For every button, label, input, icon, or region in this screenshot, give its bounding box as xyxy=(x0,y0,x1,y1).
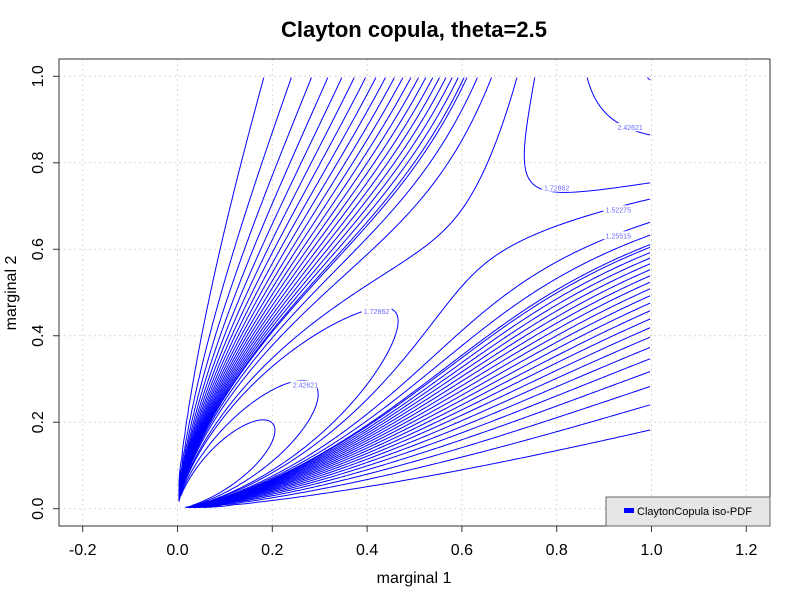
y-axis: 0.0 0.2 0.4 0.6 0.8 1.0 xyxy=(30,65,59,520)
contour-level-label: 1.72862 xyxy=(544,186,569,193)
plot-area-frame xyxy=(58,58,771,527)
x-tick-label: -0.2 xyxy=(69,542,97,559)
x-tick-label: 0.8 xyxy=(546,542,568,559)
y-tick-label: 0.2 xyxy=(30,411,47,433)
y-tick-label: 0.8 xyxy=(30,152,47,174)
contour-lines xyxy=(178,77,651,508)
x-tick-label: 1.0 xyxy=(640,542,662,559)
contour-level-label: 1.72862 xyxy=(364,309,389,316)
level-label-bg xyxy=(290,380,321,389)
level-label-bg xyxy=(615,123,646,132)
x-tick-label: 0.4 xyxy=(356,542,378,559)
x-tick-label: 0.0 xyxy=(166,542,188,559)
contour-level-labels: 2.42621 1.72862 1.72862 1.52275 1.25515 2.426… xyxy=(290,123,646,389)
y-axis-label: marginal 2 xyxy=(3,256,20,331)
legend: ClaytonCopula iso-PDF xyxy=(605,496,771,527)
x-axis: -0.2 0.0 0.2 0.4 0.6 0.8 1.0 1.2 xyxy=(69,526,758,559)
legend-swatch xyxy=(624,508,634,513)
grid xyxy=(59,59,770,526)
y-tick-label: 0.6 xyxy=(30,238,47,260)
contour-level-label: 2.42621 xyxy=(618,125,643,132)
chart-title: Clayton copula, theta=2.5 xyxy=(281,17,547,42)
x-axis-label: marginal 1 xyxy=(377,570,452,587)
contour-line xyxy=(178,77,651,508)
contour-level-label: 2.42621 xyxy=(293,382,318,389)
x-tick-label: 0.6 xyxy=(451,542,473,559)
legend-entry-label: ClaytonCopula iso-PDF xyxy=(637,506,752,518)
contour-line xyxy=(178,77,651,508)
level-label-bg xyxy=(603,231,634,240)
x-tick-label: 0.2 xyxy=(261,542,283,559)
y-tick-label: 0.0 xyxy=(30,497,47,519)
level-label-bg xyxy=(541,183,572,192)
y-tick-label: 1.0 xyxy=(30,65,47,87)
level-label-bg xyxy=(361,306,392,315)
y-tick-label: 0.4 xyxy=(30,325,47,347)
x-tick-label: 1.2 xyxy=(735,542,757,559)
level-label-bg xyxy=(603,205,634,214)
contour-level-label: 1.25515 xyxy=(606,233,631,240)
contour-level-label: 1.52275 xyxy=(606,207,631,214)
